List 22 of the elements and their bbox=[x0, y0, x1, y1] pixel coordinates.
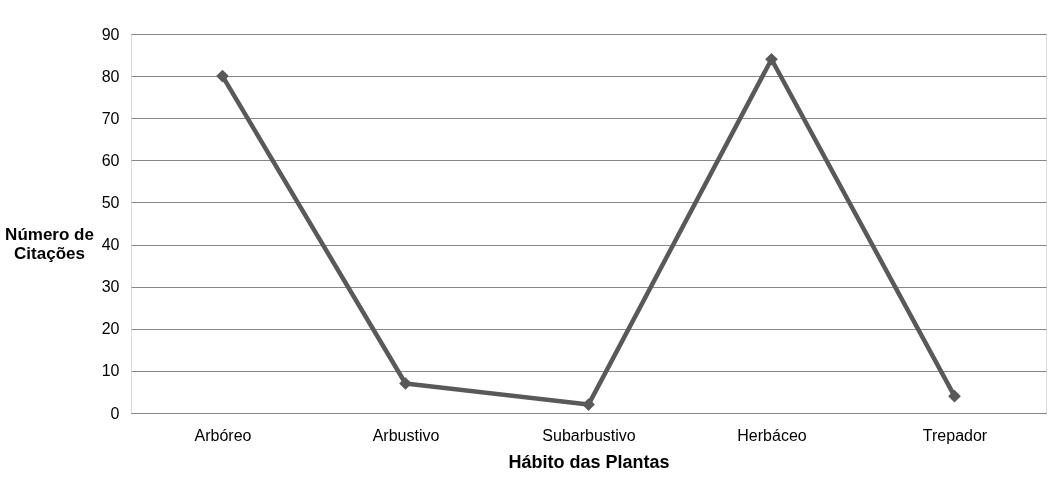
y-tick-label: 70 bbox=[101, 109, 120, 127]
point bbox=[399, 377, 412, 390]
x-tick-label: Subarbustivo bbox=[542, 426, 636, 444]
x-tick-label: Arbustivo bbox=[372, 426, 440, 444]
y-tick-label: 50 bbox=[101, 193, 120, 211]
x-tick-label: Trepador bbox=[922, 426, 988, 444]
y-tick-label: 90 bbox=[101, 25, 120, 43]
point bbox=[216, 69, 229, 83]
x-tick-label: Arbóreo bbox=[194, 426, 252, 444]
y-axis-title: Número de Citações bbox=[5, 224, 94, 263]
x-axis-title: Hábito das Plantas bbox=[508, 451, 670, 472]
y-tick-label: 60 bbox=[101, 151, 120, 169]
point bbox=[765, 52, 778, 66]
point bbox=[582, 398, 595, 411]
point bbox=[948, 389, 961, 403]
x-tick-label: Herbáceo bbox=[737, 426, 807, 444]
y-tick-label: 10 bbox=[101, 362, 120, 380]
y-tick-label: 20 bbox=[101, 320, 120, 338]
y-tick-label: 80 bbox=[101, 67, 120, 85]
y-tick-label: 0 bbox=[110, 404, 120, 422]
y-tick-label: 30 bbox=[101, 278, 120, 296]
y-tick-label: 40 bbox=[101, 236, 120, 254]
